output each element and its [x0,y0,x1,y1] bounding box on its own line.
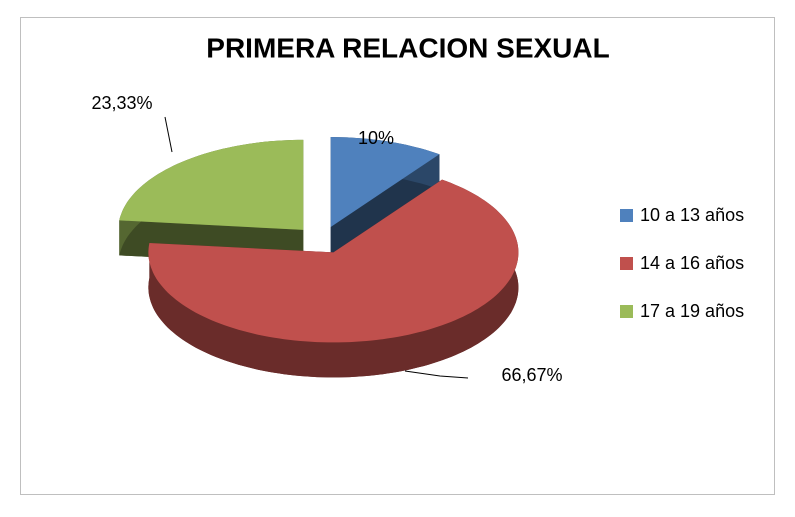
legend-swatch [620,305,633,318]
chart-title: PRIMERA RELACION SEXUAL [206,32,609,63]
slice [119,139,304,230]
data-label: 23,33% [91,93,152,113]
slice [330,137,440,227]
data-label: 10% [358,128,394,148]
legend-swatch [620,209,633,222]
leader-line [164,116,173,153]
legend-label: 17 a 19 años [640,301,744,321]
legend-swatch [620,257,633,270]
legend-label: 10 a 13 años [640,205,744,225]
legend-label: 14 a 16 años [640,253,744,273]
leader-line [404,370,469,379]
data-label: 66,67% [501,365,562,385]
slice [148,179,519,343]
